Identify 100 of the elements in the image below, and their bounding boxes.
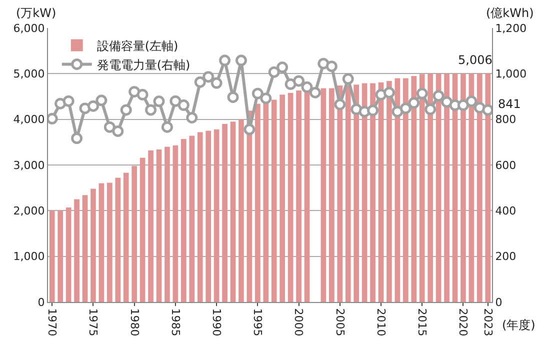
point: [293, 75, 305, 87]
point: [392, 106, 404, 118]
point: [227, 91, 239, 103]
point: [96, 94, 108, 106]
data-label: 5,006: [458, 53, 492, 67]
point: [112, 125, 124, 137]
x-axis-title: (年度): [502, 318, 536, 332]
point: [202, 71, 214, 83]
point: [309, 86, 321, 98]
y2-tick-label: 400: [495, 204, 516, 218]
point: [170, 95, 182, 107]
bar: [214, 129, 220, 302]
bar: [148, 150, 154, 302]
point: [276, 62, 288, 74]
point: [210, 77, 222, 89]
bar: [197, 132, 203, 302]
x-tick-label: 1980: [128, 308, 141, 336]
bar: [386, 80, 392, 302]
bar: [354, 84, 360, 302]
y-axis-title: (万kW): [16, 6, 56, 20]
point: [244, 124, 256, 136]
x-tick-label: 2000: [292, 308, 306, 336]
point: [104, 121, 116, 133]
y-tick-label: 0: [38, 296, 45, 309]
x-tick-label: 2010: [374, 308, 388, 336]
bar: [271, 100, 277, 302]
bar: [98, 183, 104, 302]
x-tick-label: 1975: [86, 308, 100, 336]
point: [145, 104, 157, 116]
point: [342, 73, 354, 85]
point: [194, 76, 206, 88]
bar: [206, 130, 212, 302]
point: [284, 78, 296, 90]
bar: [180, 138, 186, 302]
point: [71, 132, 83, 144]
point: [457, 99, 469, 111]
bar: [58, 210, 64, 302]
point: [252, 88, 264, 100]
point: [120, 104, 132, 116]
x-tick-label: 2020: [456, 308, 470, 336]
bar: [230, 122, 236, 302]
bar: [115, 178, 121, 302]
bar: [263, 102, 269, 302]
y2-tick-label: 0: [495, 296, 502, 309]
x-tick-label: 1985: [168, 308, 182, 336]
bar: [411, 76, 417, 302]
bar: [476, 74, 482, 302]
y2-axis-title: (億kWh): [486, 6, 534, 20]
bar: [304, 91, 310, 302]
point: [466, 96, 478, 108]
point: [301, 81, 313, 93]
point: [408, 97, 420, 109]
bar: [328, 88, 334, 302]
bar: [90, 188, 96, 302]
y-tick-label: 5,000: [13, 68, 45, 81]
bar: [280, 94, 286, 302]
bar: [66, 207, 72, 302]
x-tick-label: 1970: [46, 308, 59, 336]
x-tick-label: 1990: [210, 308, 223, 336]
y-tick-label: 2,000: [13, 204, 45, 218]
bar: [485, 73, 491, 302]
y2-tick-label: 200: [495, 250, 516, 264]
point: [474, 102, 486, 114]
point: [62, 95, 74, 107]
point: [383, 86, 395, 98]
point: [416, 88, 428, 100]
point: [424, 104, 436, 116]
y2-tick-label: 1,000: [495, 68, 527, 81]
bar: [345, 85, 351, 302]
point: [136, 88, 148, 100]
bar: [74, 199, 80, 302]
bar: [123, 172, 129, 302]
bar: [132, 166, 138, 302]
y2-tick-label: 800: [495, 113, 516, 126]
point: [153, 96, 165, 108]
point: [400, 102, 412, 114]
point: [350, 104, 362, 116]
point: [260, 92, 272, 104]
bar: [222, 124, 228, 302]
point: [441, 96, 453, 108]
point: [367, 104, 379, 116]
point: [161, 121, 173, 133]
point: [219, 54, 231, 66]
x-tick-label: 1995: [251, 308, 264, 336]
bar: [164, 146, 170, 302]
legend-label: 設備容量(左軸): [96, 38, 178, 53]
point: [128, 86, 140, 98]
point: [432, 90, 444, 102]
bar: [140, 158, 146, 302]
bar: [402, 78, 408, 302]
bar: [172, 145, 178, 302]
x-tick-label: 2005: [333, 308, 346, 336]
x-tick-label: 2023: [481, 308, 494, 336]
bar: [460, 74, 466, 302]
x-tick-label: 2015: [416, 308, 429, 336]
y2-tick-label: 600: [495, 158, 516, 172]
y-tick-label: 6,000: [13, 22, 45, 35]
point: [334, 98, 346, 110]
point: [318, 58, 330, 70]
bar: [419, 74, 425, 302]
